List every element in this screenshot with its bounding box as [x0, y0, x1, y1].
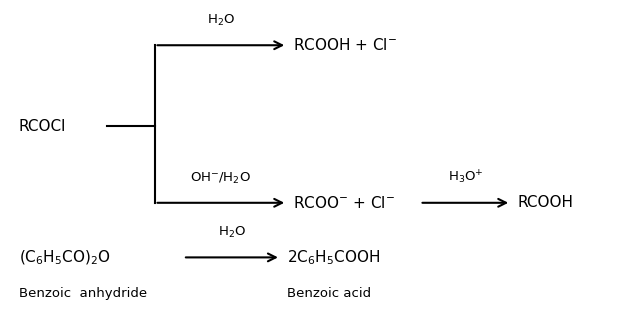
Text: H$_3$O$^{+}$: H$_3$O$^{+}$: [447, 168, 483, 186]
Text: RCOOH: RCOOH: [517, 195, 574, 210]
Text: H$_2$O: H$_2$O: [218, 225, 246, 240]
Text: Benzoic acid: Benzoic acid: [287, 287, 371, 300]
Text: (C$_6$H$_5$CO)$_2$O: (C$_6$H$_5$CO)$_2$O: [19, 248, 111, 266]
Text: 2C$_6$H$_5$COOH: 2C$_6$H$_5$COOH: [287, 248, 380, 267]
Text: H$_2$O: H$_2$O: [207, 13, 235, 28]
Text: RCOO$^{-}$ + Cl$^{-}$: RCOO$^{-}$ + Cl$^{-}$: [293, 195, 396, 211]
Text: OH$^{-}$/H$_2$O: OH$^{-}$/H$_2$O: [191, 171, 251, 186]
Text: RCOCl: RCOCl: [19, 119, 66, 134]
Text: RCOOH + Cl$^{-}$: RCOOH + Cl$^{-}$: [293, 37, 398, 53]
Text: Benzoic  anhydride: Benzoic anhydride: [19, 287, 147, 300]
